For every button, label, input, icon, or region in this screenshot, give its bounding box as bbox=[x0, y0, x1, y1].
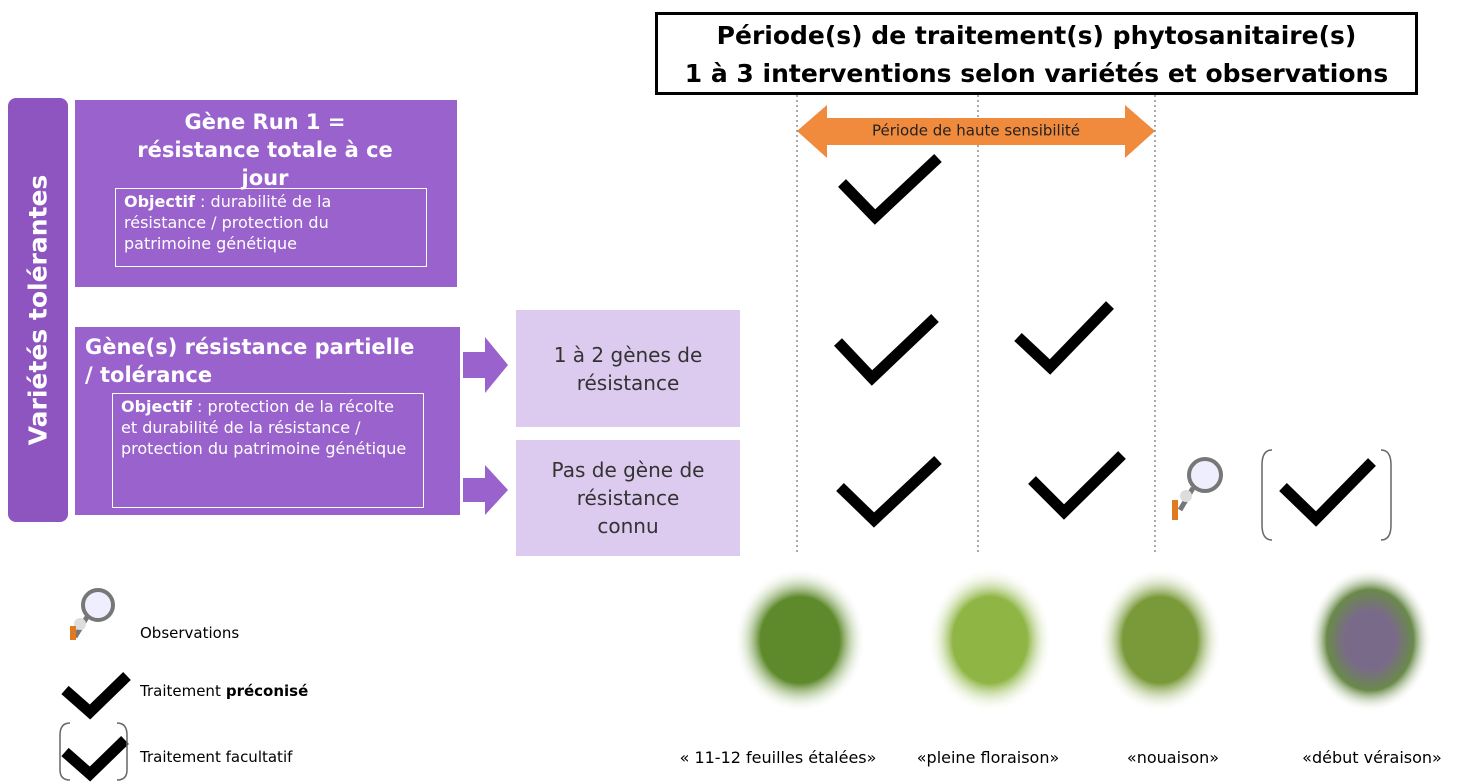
sensitivity-arrow bbox=[797, 105, 1155, 158]
checkmarks bbox=[61, 153, 1376, 782]
sub-box-text: 1 à 2 gènes de résistance bbox=[553, 342, 703, 395]
sensitivity-label: Période de haute sensibilité bbox=[872, 122, 1080, 140]
brackets bbox=[59, 449, 1392, 781]
objective: Objectif : protection de la récolte et d… bbox=[112, 393, 424, 508]
header-line: Période(s) de traitement(s) phytosanitai… bbox=[716, 21, 1357, 50]
objective-text: : durabilité de la résistance / protecti… bbox=[124, 192, 332, 253]
sub-box-text: Pas de gène de résistance connu bbox=[551, 458, 705, 538]
stage-label: «nouaison» bbox=[1126, 748, 1220, 767]
legend-label: Traitement facultatif bbox=[140, 748, 293, 766]
objective-label: Objectif bbox=[124, 192, 195, 211]
legend-label: Observations bbox=[140, 624, 240, 642]
objective-text: : protection de la récolte et durabilité… bbox=[121, 397, 407, 458]
magnifier-icon bbox=[70, 588, 115, 640]
side-bar: Variétés tolérantes bbox=[8, 98, 68, 522]
stage-label: «pleine floraison» bbox=[916, 748, 1060, 767]
stage-label: «début véraison» bbox=[1302, 748, 1442, 767]
box-title: Gène Run 1 = résistance totale à ce jour bbox=[137, 110, 393, 190]
photo bbox=[734, 568, 866, 712]
stage-label: « 11-12 feuilles étalées» bbox=[679, 748, 877, 767]
magnifier-icon bbox=[1172, 457, 1223, 520]
category-box: Gène Run 1 = résistance totale à ce jour… bbox=[75, 100, 457, 287]
sub-box: Pas de gène de résistance connu bbox=[516, 440, 740, 556]
box-title: Gène(s) résistance partielle / tolérance bbox=[85, 335, 415, 387]
legend-bold: préconisé bbox=[225, 682, 309, 700]
arrow bbox=[463, 337, 508, 393]
photo bbox=[1098, 568, 1222, 712]
dotted-lines bbox=[796, 95, 1156, 555]
arrow bbox=[463, 465, 508, 515]
photo bbox=[1308, 568, 1432, 712]
header-line: 1 à 3 interventions selon variétés et ob… bbox=[684, 59, 1389, 88]
side-label: Variétés tolérantes bbox=[23, 174, 53, 446]
header: Période(s) de traitement(s) phytosanitai… bbox=[655, 12, 1418, 95]
legend-text: Traitement bbox=[140, 682, 221, 700]
legend-label: Traitement préconisé bbox=[140, 682, 308, 700]
photo bbox=[928, 568, 1052, 712]
category-box: Gène(s) résistance partielle / tolérance… bbox=[75, 327, 460, 515]
objective-label: Objectif bbox=[121, 397, 192, 416]
sub-box: 1 à 2 gènes de résistance bbox=[516, 310, 740, 427]
objective: Objectif : durabilité de la résistance /… bbox=[115, 188, 427, 267]
